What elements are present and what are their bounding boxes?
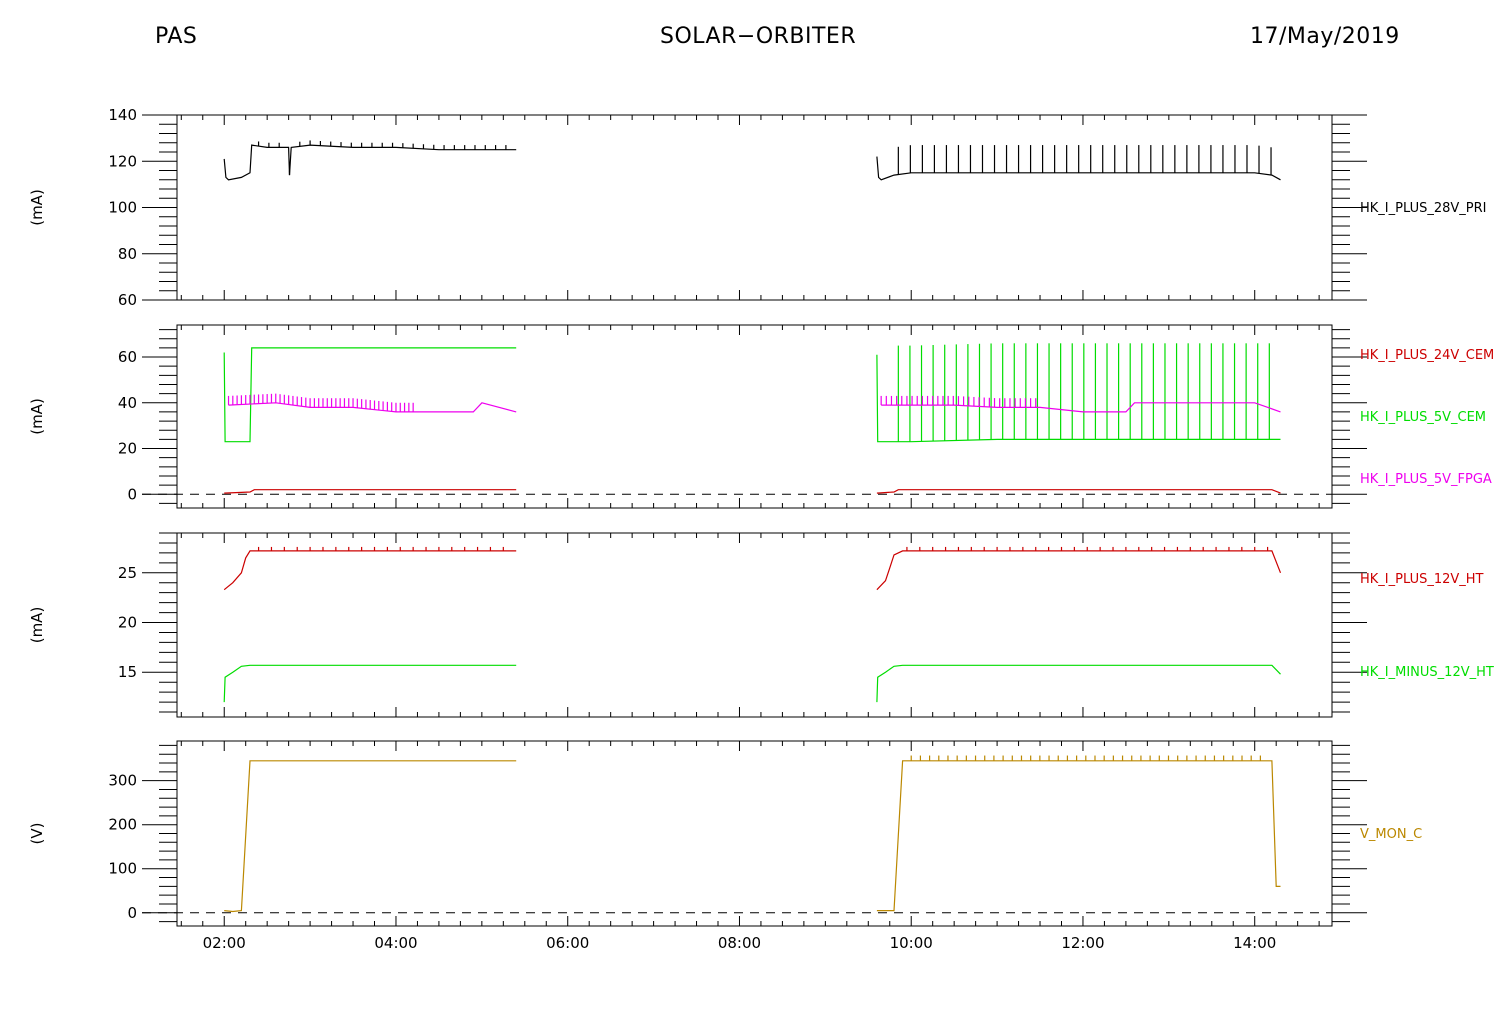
series-line [876,156,1281,181]
y-tick-label: 120 [108,152,137,170]
header-instrument: PAS [155,24,198,49]
series-line [228,402,517,413]
y-axis-label: (mA) [28,607,46,644]
y-tick-label: 200 [108,816,137,834]
y-tick-label: 80 [118,245,137,263]
y-axis-label: (V) [28,823,46,845]
legend-label: HK_I_MINUS_12V_HT [1360,665,1494,680]
y-tick-label: 15 [118,663,137,681]
y-axis-label: (mA) [28,398,46,435]
panel-frame [176,114,1333,301]
y-tick-label: 0 [127,485,137,503]
header-mission: SOLAR−ORBITER [660,24,857,49]
y-tick-label: 140 [108,106,137,124]
panel-frame [176,740,1333,927]
x-tick-label: 04:00 [374,934,417,952]
series-line [223,144,517,181]
y-tick-label: 40 [118,394,137,412]
x-tick-label: 02:00 [203,934,246,952]
y-tick-label: 20 [118,614,137,632]
y-tick-label: 60 [118,291,137,309]
series-line [876,354,1281,443]
legend-label: HK_I_PLUS_24V_CEM [1360,348,1494,363]
series-line [876,550,1282,591]
legend-label: HK_I_PLUS_12V_HT [1360,572,1484,587]
y-tick-label: 100 [108,860,137,878]
y-tick-label: 25 [118,564,137,582]
x-tick-label: 14:00 [1233,934,1276,952]
series-line [223,347,517,443]
x-tick-label: 12:00 [1061,934,1104,952]
legend-label: V_MON_C [1360,827,1422,842]
y-tick-label: 20 [118,440,137,458]
panel-frame [176,532,1333,718]
x-tick-label: 08:00 [718,934,761,952]
legend-label: HK_I_PLUS_5V_CEM [1360,410,1486,425]
y-tick-label: 60 [118,348,137,366]
y-axis-label: (mA) [28,189,46,226]
series-line [223,550,517,591]
panel-frame [176,324,1333,509]
series-line [876,489,1281,494]
header-date: 17/May/2019 [1250,24,1400,49]
x-tick-label: 06:00 [546,934,589,952]
series-line [876,664,1281,703]
y-tick-label: 300 [108,772,137,790]
series-line [223,664,517,703]
y-tick-label: 100 [108,199,137,217]
legend-label: HK_I_PLUS_28V_PRI [1360,201,1486,216]
y-tick-label: 0 [127,904,137,922]
series-line [876,760,1281,912]
series-line [224,760,517,913]
legend-label: HK_I_PLUS_5V_FPGA [1360,472,1492,487]
x-tick-label: 10:00 [890,934,933,952]
series-line [881,402,1281,413]
series-line [224,489,517,494]
